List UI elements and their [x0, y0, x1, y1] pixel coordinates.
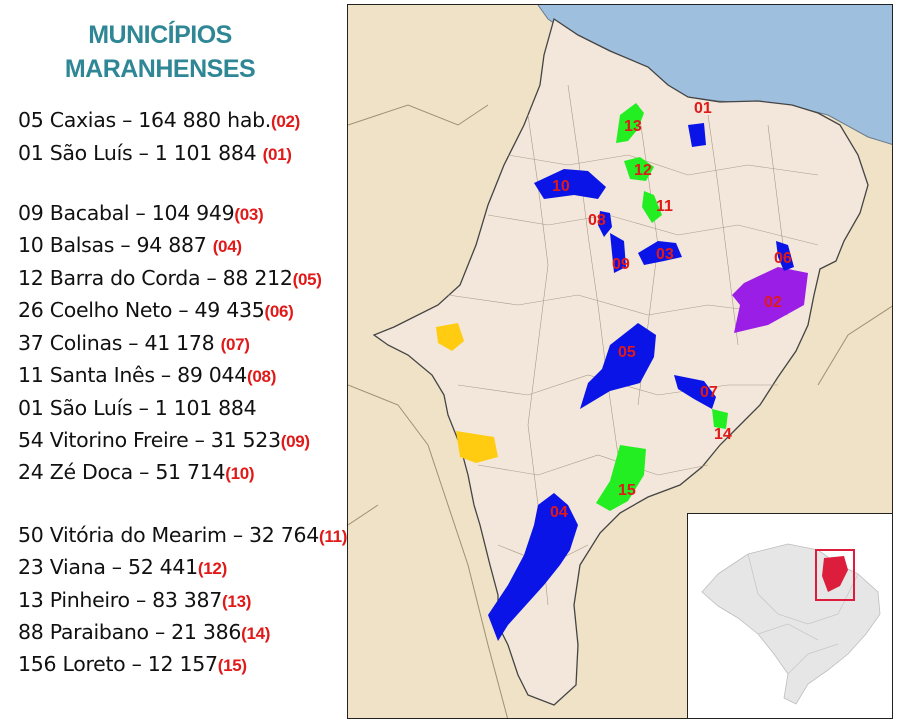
map-label-15: 15 [618, 482, 636, 499]
list-item-text: 156 Loreto – 12 157 [18, 652, 218, 676]
map-canvas: 01 02 03 04 05 06 07 08 09 10 11 12 13 1… [348, 5, 892, 718]
list-item: 88 Paraibano – 21 386(14) [18, 620, 270, 644]
list-item-text: 11 Santa Inês – 89 044 [18, 363, 248, 387]
list-item-text: 12 Barra do Corda – 88 212 [18, 266, 293, 290]
list-item-text: 54 Vitorino Freire – 31 523 [18, 428, 281, 452]
list-item-code: (01) [262, 145, 292, 164]
municipality-03 [638, 241, 682, 265]
list-item: 01 São Luís – 1 101 884 (01) [18, 141, 292, 165]
highlight-box [815, 549, 855, 601]
list-item: 09 Bacabal – 104 949(03) [18, 201, 264, 225]
map-label-12: 12 [634, 162, 652, 179]
list-item-code: (04) [212, 237, 242, 256]
list-item-code: (06) [264, 302, 294, 321]
list-item-text: 09 Bacabal – 104 949 [18, 201, 235, 225]
municipality-13 [616, 103, 644, 143]
list-item: 54 Vitorino Freire – 31 523(09) [18, 428, 310, 452]
list-item-text: 26 Coelho Neto – 49 435 [18, 298, 265, 322]
list-item-text: 10 Balsas – 94 887 [18, 233, 213, 257]
municipality-02 [732, 267, 808, 333]
municipality-07 [674, 375, 716, 409]
list-item-code: (02) [271, 112, 301, 131]
municipality-15 [596, 445, 646, 511]
list-item: 37 Colinas – 41 178 (07) [18, 331, 250, 355]
inset-canvas [701, 543, 881, 705]
list-item: 01 São Luís – 1 101 884 [18, 396, 257, 420]
list-item-text: 23 Viana – 52 441 [18, 555, 198, 579]
map-label-02: 02 [764, 294, 782, 311]
map-label-05: 05 [618, 344, 636, 361]
map-label-09: 09 [612, 256, 630, 273]
list-item-text: 01 São Luís – 1 101 884 [18, 396, 257, 420]
brazil-state-borders [747, 553, 859, 675]
list-item: 23 Viana – 52 441(12) [18, 555, 227, 579]
map-label-03: 03 [656, 246, 674, 263]
municipality-09 [610, 233, 626, 273]
list-item-text: 05 Caxias – 164 880 hab. [18, 108, 272, 132]
list-item-code: (15) [217, 656, 247, 675]
list-item-code: (03) [234, 205, 264, 224]
list-item-code: (10) [225, 464, 255, 483]
list-item-code: (14) [241, 624, 271, 643]
map-label-08: 08 [588, 212, 606, 229]
title-line-2: MARANHENSES [64, 55, 256, 83]
map-label-10: 10 [552, 178, 570, 195]
list-item: 13 Pinheiro – 83 387(13) [18, 588, 251, 612]
map-label-06: 06 [774, 250, 792, 267]
list-item: 11 Santa Inês – 89 044(08) [18, 363, 276, 387]
map-label-07: 07 [700, 384, 718, 401]
municipality-05 [580, 323, 656, 409]
list-item: 12 Barra do Corda – 88 212(05) [18, 266, 322, 290]
list-item-code: (05) [292, 270, 322, 289]
maranhao-map: 01 02 03 04 05 06 07 08 09 10 11 12 13 1… [347, 4, 893, 719]
list-item: 24 Zé Doca – 51 714(10) [18, 460, 255, 484]
list-item-text: 01 São Luís – 1 101 884 [18, 141, 263, 165]
municipality-10 [534, 169, 606, 199]
title-line-1: MUNICÍPIOS [88, 21, 232, 49]
list-item-code: (07) [220, 335, 250, 354]
list-item: 26 Coelho Neto – 49 435(06) [18, 298, 294, 322]
list-item: 05 Caxias – 164 880 hab.(02) [18, 108, 300, 132]
municipality-06 [776, 241, 794, 271]
municipality-04 [488, 493, 578, 641]
list-item-code: (08) [247, 367, 277, 386]
list-item: 10 Balsas – 94 887 (04) [18, 233, 242, 257]
orange-region-north [436, 323, 464, 351]
list-item-code: (13) [222, 592, 252, 611]
list-item: 50 Vitória do Mearim – 32 764(11) [18, 523, 347, 547]
municipality-08 [598, 211, 612, 237]
brazil-inset-map [687, 513, 893, 719]
list-item-text: 24 Zé Doca – 51 714 [18, 460, 226, 484]
list-item-code: (11) [319, 527, 348, 546]
municipality-11 [642, 191, 662, 223]
list-item: 156 Loreto – 12 157(15) [18, 652, 247, 676]
map-label-13: 13 [624, 118, 642, 135]
orange-region-south [456, 431, 498, 463]
map-label-01: 01 [694, 100, 712, 117]
ocean [538, 5, 892, 145]
list-item-text: 88 Paraibano – 21 386 [18, 620, 242, 644]
map-label-11: 11 [656, 198, 673, 215]
municipality-14 [712, 409, 728, 429]
list-item-code: (09) [280, 432, 310, 451]
list-item-text: 50 Vitória do Mearim – 32 764 [18, 523, 319, 547]
list-item-text: 13 Pinheiro – 83 387 [18, 588, 223, 612]
map-label-14: 14 [714, 426, 732, 443]
municipality-12 [624, 157, 654, 181]
maranhao-highlight [822, 556, 848, 592]
list-item-text: 37 Colinas – 41 178 [18, 331, 221, 355]
list-item-code: (12) [197, 559, 227, 578]
map-label-04: 04 [550, 504, 568, 521]
municipality-01 [688, 123, 706, 147]
page-title: MUNICÍPIOS MARANHENSES [60, 18, 260, 86]
